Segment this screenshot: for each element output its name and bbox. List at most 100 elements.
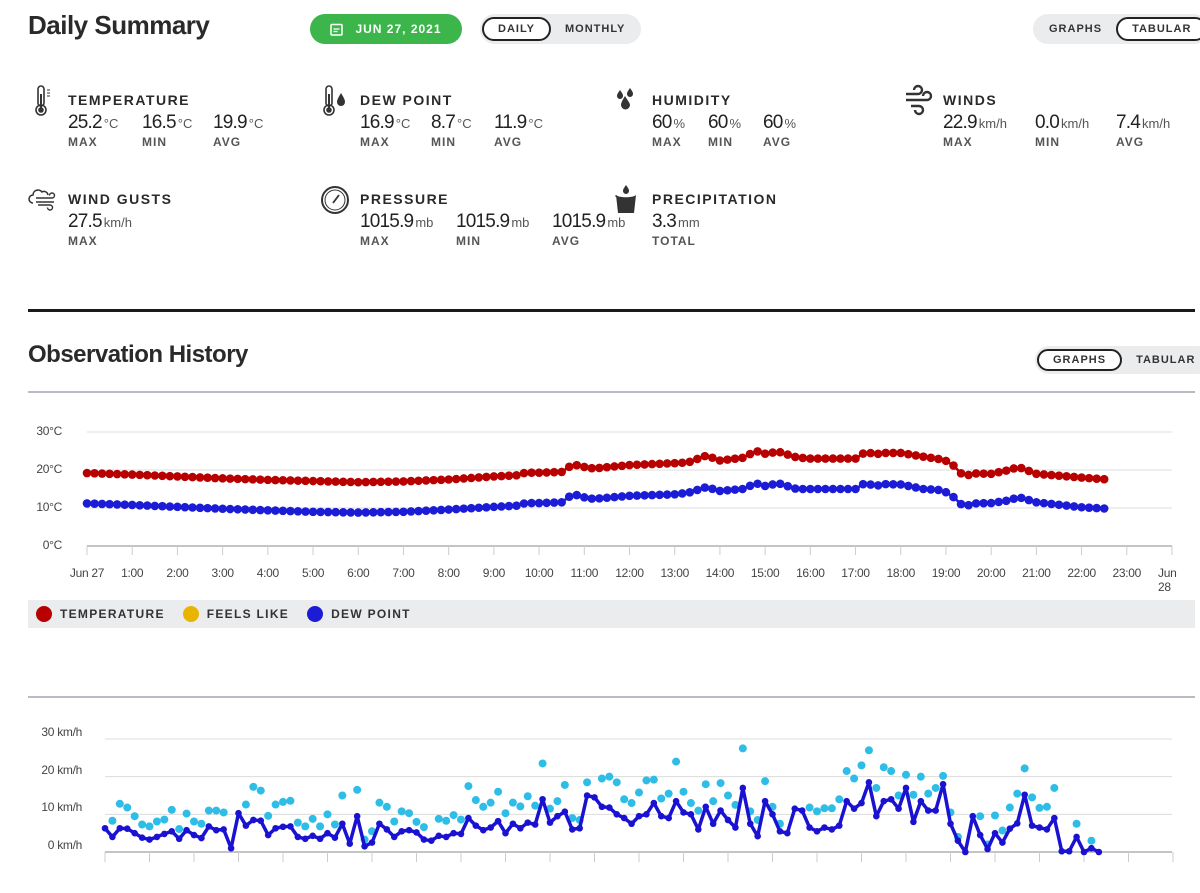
dew-point-point[interactable]	[135, 500, 145, 510]
wind-gust-point[interactable]	[486, 798, 495, 807]
dew-point-point[interactable]	[700, 483, 710, 492]
temperature-point[interactable]	[323, 477, 333, 486]
dew-point-point[interactable]	[534, 498, 544, 508]
temperature-point[interactable]	[964, 470, 973, 480]
dew-point-point[interactable]	[82, 499, 92, 508]
wind-speed-point[interactable]	[606, 804, 613, 811]
dew-point-point[interactable]	[444, 505, 453, 514]
dew-point-point[interactable]	[994, 497, 1004, 507]
wind-speed-point[interactable]	[324, 829, 331, 837]
dew-point-point[interactable]	[813, 484, 823, 494]
temperature-point[interactable]	[662, 459, 672, 468]
temperature-point[interactable]	[1047, 470, 1056, 480]
wind-speed-point[interactable]	[309, 832, 316, 840]
wind-gust-point[interactable]	[887, 767, 896, 776]
temperature-point[interactable]	[745, 449, 755, 459]
temperature-point[interactable]	[896, 448, 906, 458]
temperature-point[interactable]	[625, 460, 634, 470]
wind-gust-point[interactable]	[612, 778, 621, 787]
temperature-point[interactable]	[391, 477, 401, 486]
wind-speed-point[interactable]	[153, 833, 161, 841]
wind-speed-point[interactable]	[465, 814, 472, 822]
wind-speed-point[interactable]	[420, 836, 428, 843]
wind-speed-point[interactable]	[1051, 814, 1058, 822]
temperature-point[interactable]	[414, 476, 423, 486]
wind-gust-point[interactable]	[457, 815, 465, 824]
wind-speed-point[interactable]	[546, 819, 554, 826]
wind-speed-point[interactable]	[635, 812, 643, 820]
dew-point-point[interactable]	[527, 498, 536, 508]
temperature-point[interactable]	[881, 448, 890, 458]
wind-speed-point[interactable]	[502, 829, 509, 837]
temperature-point[interactable]	[225, 474, 235, 483]
wind-speed-point[interactable]	[887, 795, 895, 803]
wind-speed-point[interactable]	[368, 839, 376, 846]
wind-speed-point[interactable]	[902, 784, 910, 792]
legend-feels-like[interactable]: FEELS LIKE	[182, 606, 289, 622]
wind-gust-point[interactable]	[405, 809, 414, 818]
temperature-point[interactable]	[489, 472, 499, 481]
wind-speed-point[interactable]	[813, 827, 821, 835]
wind-speed-point[interactable]	[146, 836, 153, 843]
wind-speed-point[interactable]	[235, 809, 242, 817]
wind-speed-point[interactable]	[250, 816, 257, 824]
dew-point-point[interactable]	[941, 487, 951, 497]
temperature-point[interactable]	[821, 454, 830, 463]
dew-point-point[interactable]	[595, 494, 604, 503]
wind-speed-point[interactable]	[413, 829, 420, 836]
wind-gust-point[interactable]	[731, 800, 740, 809]
dew-point-point[interactable]	[926, 485, 936, 494]
wind-speed-point[interactable]	[976, 831, 984, 839]
temperature-point[interactable]	[180, 472, 190, 482]
dew-point-point[interactable]	[414, 506, 423, 516]
wind-speed-point[interactable]	[287, 823, 294, 830]
wind-gust-point[interactable]	[471, 796, 480, 805]
dew-point-point[interactable]	[911, 483, 921, 492]
wind-gust-point[interactable]	[382, 802, 391, 811]
wind-gust-point[interactable]	[442, 816, 451, 825]
temperature-point[interactable]	[798, 453, 808, 463]
temperature-point[interactable]	[384, 477, 393, 486]
dew-point-point[interactable]	[316, 507, 325, 517]
dew-point-point[interactable]	[760, 481, 770, 491]
wind-gust-point[interactable]	[397, 807, 406, 816]
temperature-point[interactable]	[255, 475, 265, 484]
wind-speed-point[interactable]	[910, 818, 917, 826]
wind-gust-point[interactable]	[924, 789, 933, 798]
wind-speed-point[interactable]	[531, 821, 539, 828]
dew-point-point[interactable]	[632, 491, 642, 500]
dew-point-point[interactable]	[112, 500, 122, 509]
wind-speed-point[interactable]	[835, 822, 843, 829]
wind-gust-point[interactable]	[286, 796, 295, 805]
wind-gust-point[interactable]	[931, 783, 940, 792]
wind-speed-point[interactable]	[123, 825, 131, 832]
temperature-point[interactable]	[971, 469, 981, 478]
wind-speed-point[interactable]	[643, 811, 650, 818]
dew-point-point[interactable]	[150, 501, 160, 511]
tabular-tab[interactable]: TABULAR	[1116, 17, 1200, 41]
wind-gust-point[interactable]	[256, 786, 265, 795]
dew-point-point[interactable]	[881, 479, 890, 489]
dew-point-point[interactable]	[195, 503, 205, 513]
temperature-point[interactable]	[1084, 473, 1094, 483]
temperature-point[interactable]	[775, 447, 785, 457]
wind-gust-point[interactable]	[160, 815, 169, 824]
wind-gust-point[interactable]	[375, 798, 384, 807]
dew-point-point[interactable]	[783, 481, 793, 491]
wind-speed-point[interactable]	[717, 807, 724, 814]
wind-gust-point[interactable]	[864, 746, 873, 755]
dew-point-point[interactable]	[1069, 502, 1079, 511]
wind-speed-point[interactable]	[880, 797, 888, 805]
temperature-point[interactable]	[399, 477, 408, 486]
dew-point-point[interactable]	[127, 500, 137, 510]
temperature-point[interactable]	[647, 459, 657, 469]
dew-point-point[interactable]	[142, 501, 152, 510]
dew-point-point[interactable]	[986, 498, 996, 508]
dew-point-point[interactable]	[210, 504, 220, 513]
temperature-point[interactable]	[195, 473, 205, 482]
temperature-point[interactable]	[1032, 469, 1041, 479]
wind-gust-point[interactable]	[998, 826, 1007, 835]
temperature-point[interactable]	[949, 461, 958, 470]
dew-point-point[interactable]	[376, 507, 386, 517]
temperature-point[interactable]	[527, 468, 536, 477]
